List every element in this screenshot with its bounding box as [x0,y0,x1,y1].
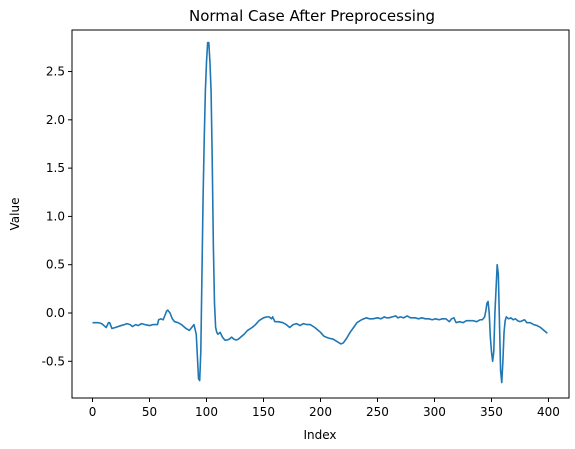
x-tick-label: 400 [537,405,560,419]
x-tick-label: 100 [195,405,218,419]
y-tick-label: 0.5 [46,258,65,272]
x-tick-label: 300 [423,405,446,419]
x-tick-label: 0 [89,405,97,419]
x-axis-label: Index [303,428,336,442]
plot-area [92,41,548,384]
y-tick-label: 2.0 [46,113,65,127]
y-tick-label: 0.0 [46,306,65,320]
x-tick-label: 350 [480,405,503,419]
x-tick-label: 50 [142,405,157,419]
x-tick-label: 200 [309,405,332,419]
chart-title: Normal Case After Preprocessing [189,7,435,25]
series-line-0 [92,41,548,384]
x-tick-label: 250 [366,405,389,419]
y-tick-label: 1.5 [46,161,65,175]
x-axis: 0 50 100 150 200 250 300 350 400 [89,398,560,419]
y-tick-label: -0.5 [42,354,65,368]
y-axis-label: Value [8,198,22,231]
plot-frame [71,29,570,399]
y-axis: -0.5 0.0 0.5 1.0 1.5 2.0 2.5 [42,65,72,368]
y-tick-label: 2.5 [46,65,65,79]
x-tick-label: 150 [252,405,275,419]
y-tick-label: 1.0 [46,209,65,223]
